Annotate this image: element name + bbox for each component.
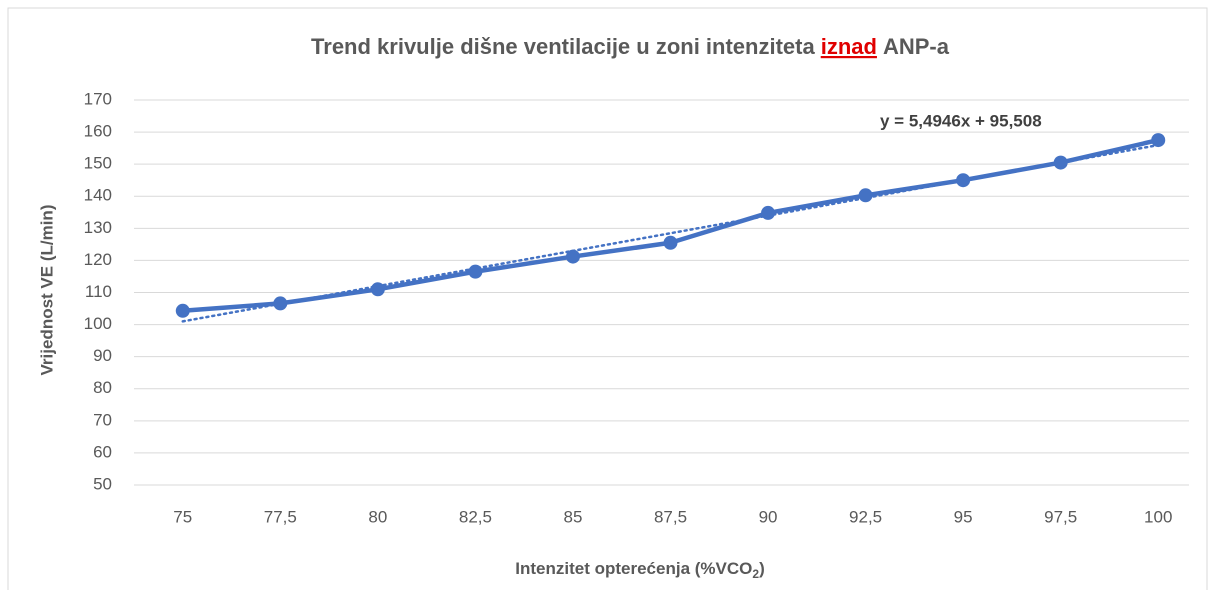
x-tick-label: 100 (1144, 507, 1172, 526)
y-tick-label: 70 (93, 410, 112, 429)
y-tick-label: 120 (84, 250, 112, 269)
title-part: ANP-a (883, 34, 950, 59)
y-tick-label: 110 (85, 282, 112, 301)
x-tick-label: 75 (173, 507, 192, 526)
marker (761, 205, 776, 220)
chart-border (7, 7, 1208, 590)
title-part: Trend krivulje dišne ventilacije u zoni … (311, 34, 815, 59)
x-tick-label: 85 (563, 507, 582, 526)
x-label-part: Intenzitet opterećenja (%VCO (515, 559, 752, 578)
y-tick-label: 170 (84, 89, 112, 108)
x-tick-label: 80 (368, 507, 387, 526)
trendline-equation: y = 5,4946x + 95,508 (880, 111, 1042, 130)
y-tick-label: 150 (84, 154, 112, 173)
title-highlight: iznad (821, 34, 877, 59)
marker (273, 296, 288, 311)
x-axis-label: Intenzitet opterećenja (%VCO2) (515, 559, 764, 581)
x-label-subscript: 2 (752, 567, 759, 581)
x-tick-label: 97,5 (1044, 507, 1077, 526)
y-tick-label: 80 (93, 378, 112, 397)
y-tick-label: 90 (93, 346, 112, 365)
x-tick-label: 95 (954, 507, 973, 526)
y-tick-label: 60 (93, 442, 112, 461)
x-tick-label: 82,5 (459, 507, 492, 526)
marker (565, 249, 580, 264)
marker (468, 264, 483, 279)
marker (175, 303, 190, 318)
y-tick-label: 160 (84, 122, 112, 141)
marker (1151, 133, 1166, 148)
y-tick-label: 130 (84, 218, 112, 237)
chart-title: Trend krivulje dišne ventilacije u zoni … (311, 34, 950, 59)
x-tick-label: 90 (759, 507, 778, 526)
x-tick-label: 77,5 (264, 507, 297, 526)
marker (1053, 155, 1068, 170)
y-tick-label: 140 (84, 186, 112, 205)
x-tick-label: 92,5 (849, 507, 882, 526)
y-tick-label: 50 (93, 474, 112, 493)
marker (663, 235, 678, 250)
marker (956, 173, 971, 188)
x-tick-label: 87,5 (654, 507, 687, 526)
marker (858, 188, 873, 203)
x-label-part: ) (759, 559, 765, 578)
y-axis-label: Vrijednost VE (L/min) (37, 205, 56, 376)
marker (370, 282, 385, 297)
y-tick-label: 100 (84, 314, 112, 333)
